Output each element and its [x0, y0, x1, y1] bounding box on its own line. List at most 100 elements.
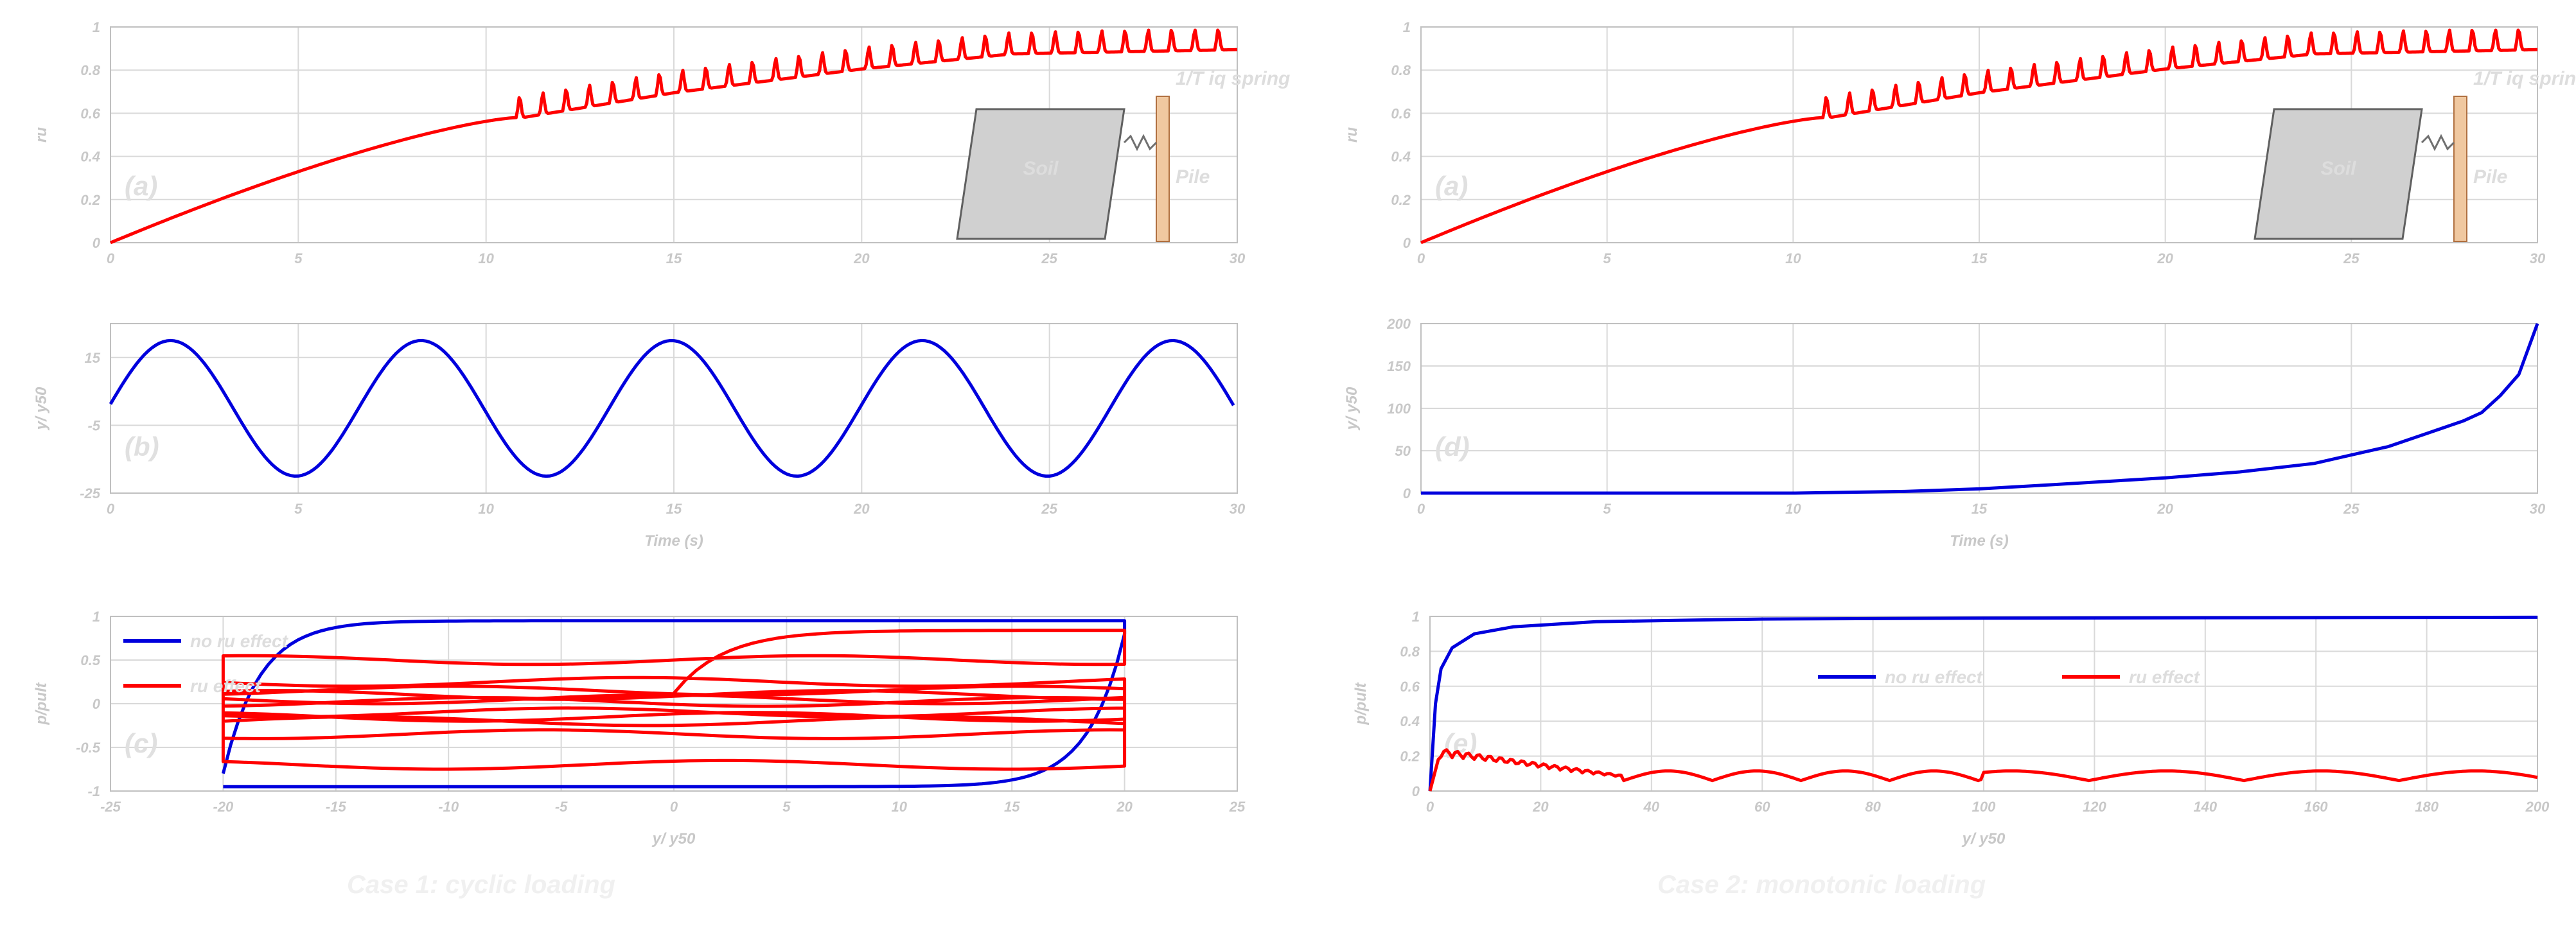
x-tick-label: 40: [1643, 799, 1660, 815]
panel-tag: (d): [1435, 431, 1470, 462]
y-tick-label: 1: [1412, 609, 1420, 625]
x-tick-label: 10: [478, 501, 494, 517]
x-tick-label: 20: [2157, 250, 2173, 266]
panel-tag: (b): [125, 431, 159, 462]
x-tick-label: 25: [1041, 250, 1057, 266]
x-tick-label: 5: [782, 799, 791, 815]
y-axis-label: y/ y50: [1343, 387, 1361, 430]
y-axis-label: p/pult: [33, 682, 50, 725]
x-tick-label: 15: [666, 501, 682, 517]
y-tick-label: 150: [1387, 358, 1411, 374]
panel-f: 0 20 40 60 80 100 120 140 160 180 200 0 0.2 0.4 0.6 0.8…: [1352, 609, 2550, 848]
y-axis-label: p/pult: [1352, 682, 1370, 725]
x-tick-label: 80: [1865, 799, 1881, 815]
y-tick-label: 0.2: [1400, 749, 1420, 765]
inset-diagram: Soil 1/T iq spring Pile: [956, 68, 1290, 242]
x-tick-label: 15: [1972, 250, 1988, 266]
legend-label: ru effect: [190, 676, 262, 696]
x-axis-label: y/ y50: [1962, 830, 2006, 848]
x-tick-label: 5: [294, 250, 303, 266]
pile-element: [2453, 96, 2467, 242]
x-tick-label: 30: [2530, 250, 2546, 266]
y-tick-label: -25: [80, 485, 101, 501]
y-axis-label: ru: [1343, 127, 1361, 143]
legend-label: no ru effect: [1885, 667, 1984, 687]
x-tick-label: 0: [1417, 250, 1425, 266]
x-tick-label: -10: [438, 799, 459, 815]
y-tick-label: 0.2: [1391, 192, 1411, 208]
pile-element: [1156, 96, 1170, 242]
y-tick-label: 0.6: [80, 105, 100, 121]
x-tick-label: -25: [100, 799, 121, 815]
x-tick-label: 25: [1229, 799, 1246, 815]
y-tick-label: 0.4: [1400, 713, 1420, 729]
series-line-ru: [221, 629, 1127, 771]
y-tick-label: 0: [1403, 485, 1411, 501]
x-tick-label: 20: [1532, 799, 1549, 815]
x-tick-label: 120: [2083, 799, 2106, 815]
series-line-disp: [1421, 323, 2539, 495]
x-tick-label: 15: [1972, 501, 1988, 517]
y-tick-label: 100: [1387, 401, 1411, 417]
x-axis-label: y/ y50: [652, 830, 696, 848]
y-tick-label: 0.2: [80, 192, 100, 208]
y-tick-label: 0: [1412, 783, 1420, 799]
x-tick-label: 60: [1754, 799, 1770, 815]
x-tick-label: -15: [326, 799, 347, 815]
y-tick-label: 1: [1403, 19, 1411, 35]
x-tick-label: 20: [853, 250, 870, 266]
plot-frame: [110, 26, 1238, 243]
spring-icon: [2421, 134, 2455, 152]
y-tick-label: 1: [93, 19, 100, 35]
y-tick-label: 50: [1395, 443, 1411, 459]
y-tick-label: 15: [85, 350, 101, 366]
x-axis-label: Time (s): [1950, 532, 2009, 550]
x-tick-label: 15: [1004, 799, 1020, 815]
y-tick-label: 0: [1403, 235, 1411, 251]
panel-tag: (c): [125, 728, 157, 758]
pile-label: Pile: [2473, 166, 2507, 187]
y-tick-label: 0: [93, 696, 101, 712]
spring-icon: [1123, 134, 1158, 152]
pile-label: Pile: [1176, 166, 1210, 187]
series-line-noru: [221, 619, 1127, 788]
x-tick-label: 20: [2157, 501, 2173, 517]
series-line-ru: [1420, 28, 2538, 245]
x-tick-label: 10: [892, 799, 908, 815]
x-tick-label: 25: [1041, 501, 1057, 517]
inset-diagram: Soil 1/T iq spring Pile: [2254, 68, 2576, 242]
x-tick-label: 100: [1972, 799, 1996, 815]
x-tick-label: 0: [1417, 501, 1425, 517]
x-tick-label: 30: [1230, 501, 1246, 517]
y-tick-label: -0.5: [76, 740, 101, 756]
x-tick-label: 25: [2343, 501, 2360, 517]
x-tick-label: 5: [294, 501, 303, 517]
y-tick-label: 0.6: [1400, 679, 1420, 695]
soil-block: [956, 108, 1125, 240]
legend: no ru effect ru effect: [123, 631, 289, 696]
x-tick-label: 25: [2343, 250, 2360, 266]
x-tick-label: 15: [666, 250, 682, 266]
spring-label: 1/T iq spring: [1176, 68, 1290, 89]
x-tick-label: 5: [1603, 501, 1612, 517]
x-tick-label: 0: [1426, 799, 1434, 815]
x-tick-label: 0: [107, 501, 115, 517]
y-tick-label: -1: [87, 783, 100, 799]
soil-block: [2254, 108, 2423, 240]
x-tick-label: -5: [555, 799, 568, 815]
panel-d: 0 5 10 15 20 25 30 0 0.2 0.4 0.6 0.8 1 ru (a) Soil 1/T i…: [1343, 19, 2576, 266]
x-tick-label: 160: [2304, 799, 2328, 815]
soil-label: Soil: [1023, 158, 1059, 179]
x-axis-label: Time (s): [644, 532, 703, 550]
y-tick-label: 0.8: [1391, 62, 1411, 78]
x-tick-label: 0: [670, 799, 678, 815]
series-line-disp: [109, 338, 1235, 478]
panel-tag: (a): [1435, 171, 1468, 201]
plot-frame: [1420, 323, 2538, 494]
case1-title: Case 1: cyclic loading: [347, 871, 615, 899]
x-tick-label: 180: [2415, 799, 2439, 815]
x-tick-label: -20: [213, 799, 234, 815]
series-line-ru: [1428, 748, 2538, 792]
y-tick-label: 1: [93, 609, 100, 625]
